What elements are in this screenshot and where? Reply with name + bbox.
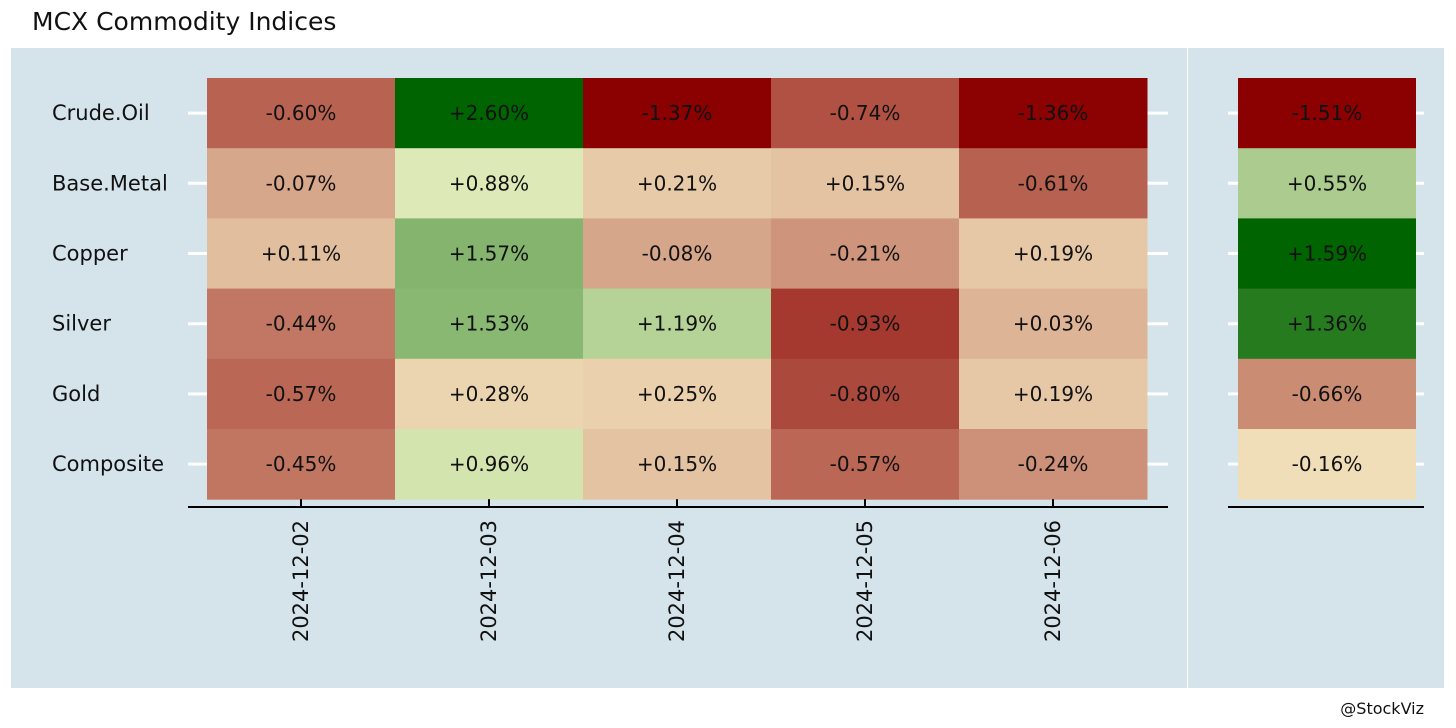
- heatmap-cell: [959, 218, 1148, 290]
- heatmap-cell: [583, 358, 772, 430]
- row-label: Crude.Oil: [52, 101, 150, 125]
- cell-label: -1.36%: [1018, 101, 1089, 125]
- main-heatmap-cells: -0.60% +2.60% -1.37% -0.74% -1.36% -0.07% +0.8…: [207, 78, 1148, 500]
- summary-cell: [1238, 78, 1416, 149]
- summary-cell: [1238, 429, 1416, 500]
- heatmap-cell: [207, 288, 396, 360]
- row-label: Copper: [52, 242, 128, 266]
- cell-label: +0.15%: [637, 452, 717, 476]
- row-label: Composite: [52, 452, 164, 476]
- summary-cell: [1238, 148, 1416, 219]
- heatmap-cell: [771, 78, 960, 149]
- cell-label: +0.19%: [1013, 382, 1093, 406]
- summary-cell: [1238, 358, 1416, 430]
- cell-label: +0.25%: [637, 382, 717, 406]
- heatmap-cell: [771, 358, 960, 430]
- heatmap-cell: [583, 288, 772, 360]
- cell-label: -0.74%: [830, 101, 901, 125]
- summary-cell-label: +0.55%: [1287, 171, 1367, 195]
- x-axis: 2024-12-02 2024-12-03 2024-12-04 2024-12-05…: [188, 499, 1168, 642]
- heatmap-cell: [395, 78, 584, 149]
- cell-label: -0.45%: [266, 452, 337, 476]
- cell-label: -0.80%: [830, 382, 901, 406]
- heatmap-cell: [395, 148, 584, 219]
- summary-cell-label: -0.16%: [1292, 452, 1363, 476]
- x-tick-label: 2024-12-05: [853, 520, 877, 642]
- heatmap-cell: [395, 288, 584, 360]
- summary-heatmap-cells: -1.51% +0.55% +1.59% +1.36% -0.66% -0.16%: [1238, 78, 1416, 500]
- x-tick-label: 2024-12-02: [289, 520, 313, 642]
- row-label: Gold: [52, 382, 100, 406]
- summary-cell: [1238, 288, 1416, 360]
- summary-cell: [1238, 218, 1416, 290]
- cell-label: +1.53%: [449, 312, 529, 336]
- heatmap-cell: [959, 358, 1148, 430]
- cell-label: +1.57%: [449, 242, 529, 266]
- cell-label: -0.61%: [1018, 171, 1089, 195]
- heatmap-cell: [583, 218, 772, 290]
- cell-label: +0.88%: [449, 171, 529, 195]
- x-tick-label: 2024-12-04: [665, 520, 689, 642]
- x-tick-label: 2024-12-06: [1041, 520, 1065, 642]
- cell-label: +1.19%: [637, 312, 717, 336]
- cell-label: -0.21%: [830, 242, 901, 266]
- heatmap-cell: [207, 218, 396, 290]
- heatmap-cell: [207, 78, 396, 149]
- cell-label: +0.21%: [637, 171, 717, 195]
- row-label: Silver: [52, 312, 111, 336]
- cell-label: +0.11%: [261, 242, 341, 266]
- watermark: @StockViz: [1340, 699, 1424, 718]
- heatmap-cell: [395, 429, 584, 500]
- heatmap-cell: [771, 148, 960, 219]
- heatmap-cell: [959, 78, 1148, 149]
- heatmap-cell: [395, 358, 584, 430]
- summary-cell-label: +1.36%: [1287, 312, 1367, 336]
- summary-cell-label: -1.51%: [1292, 101, 1363, 125]
- row-label: Base.Metal: [52, 171, 168, 195]
- chart-title: MCX Commodity Indices: [32, 7, 336, 36]
- heatmap-cell: [583, 429, 772, 500]
- cell-label: -0.57%: [830, 452, 901, 476]
- heatmap-cell: [207, 358, 396, 430]
- summary-cell-label: +1.59%: [1287, 242, 1367, 266]
- heatmap-cell: [771, 218, 960, 290]
- cell-label: +2.60%: [449, 101, 529, 125]
- heatmap-cell: [207, 148, 396, 219]
- heatmap-cell: [583, 148, 772, 219]
- summary-cell-label: -0.66%: [1292, 382, 1363, 406]
- cell-label: -0.93%: [830, 312, 901, 336]
- cell-label: -0.24%: [1018, 452, 1089, 476]
- cell-label: +0.03%: [1013, 312, 1093, 336]
- cell-label: +0.96%: [449, 452, 529, 476]
- cell-label: +0.15%: [825, 171, 905, 195]
- cell-label: +0.19%: [1013, 242, 1093, 266]
- heatmap-cell: [959, 429, 1148, 500]
- cell-label: -1.37%: [642, 101, 713, 125]
- heatmap-cell: [959, 148, 1148, 219]
- cell-label: -0.57%: [266, 382, 337, 406]
- x-tick-label: 2024-12-03: [477, 520, 501, 642]
- row-labels: Crude.Oil Base.Metal Copper Silver Gold Compo…: [52, 101, 168, 476]
- heatmap-cell: [959, 288, 1148, 360]
- heatmap-cell: [771, 429, 960, 500]
- cell-label: +0.28%: [449, 382, 529, 406]
- cell-label: -0.60%: [266, 101, 337, 125]
- heatmap-cell: [395, 218, 584, 290]
- cell-label: -0.07%: [266, 171, 337, 195]
- cell-label: -0.08%: [642, 242, 713, 266]
- heatmap-cell: [207, 429, 396, 500]
- heatmap-cell: [583, 78, 772, 149]
- heatmap-cell: [771, 288, 960, 360]
- cell-label: -0.44%: [266, 312, 337, 336]
